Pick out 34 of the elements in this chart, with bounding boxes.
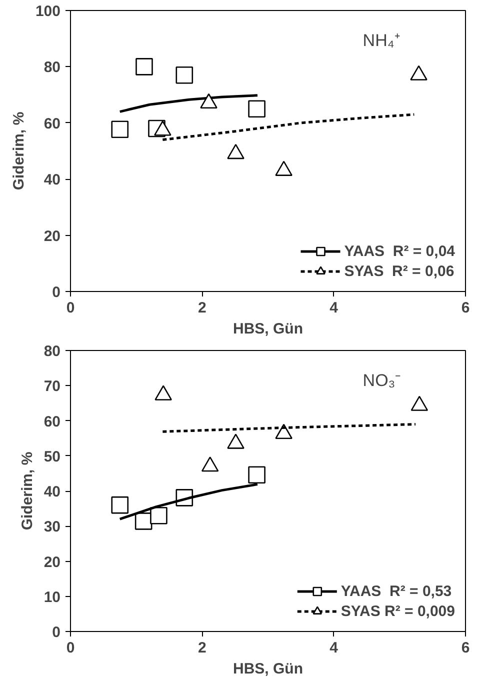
- y-tick-label: 20: [44, 554, 61, 571]
- y-axis-title: Giderim, %: [10, 112, 28, 190]
- y-tick-label: 70: [44, 378, 61, 396]
- x-axis-title: HBS, Gün: [233, 660, 303, 678]
- y-tick-label: 0: [52, 284, 60, 301]
- x-tick-label: 2: [198, 640, 206, 656]
- y-tick-label: 0: [52, 624, 60, 641]
- legend-label: YAAS R² = 0,04: [344, 242, 455, 260]
- y-tick-label: 80: [44, 343, 61, 360]
- x-axis-title: HBS, Gün: [233, 320, 303, 338]
- x-tick-label: 4: [330, 300, 339, 316]
- y-tick-label: 10: [44, 588, 61, 606]
- y-tick-label: 40: [44, 484, 61, 500]
- x-tick-label: 6: [461, 300, 470, 316]
- annotation: NO₃⁻: [362, 370, 402, 390]
- y-tick-label: 40: [44, 172, 61, 189]
- y-tick-label: 100: [35, 3, 61, 20]
- legend-label: SYAS R² = 0,06: [344, 262, 454, 280]
- y-tick-label: 30: [44, 518, 61, 536]
- y-tick-label: 20: [44, 228, 61, 245]
- y-tick-label: 60: [44, 413, 61, 430]
- x-tick-label: 0: [66, 640, 75, 656]
- x-tick-label: 6: [461, 640, 470, 656]
- annotation: NH₄⁺: [362, 30, 400, 50]
- legend-label: YAAS R² = 0,53: [340, 582, 452, 600]
- y-axis-title: Giderim, %: [18, 452, 36, 530]
- y-tick-label: 60: [44, 115, 61, 132]
- y-tick-label: 80: [44, 59, 61, 76]
- x-tick-label: 4: [330, 640, 339, 656]
- legend-label: SYAS R² = 0,009: [340, 602, 455, 620]
- y-tick-label: 50: [44, 448, 61, 466]
- x-tick-label: 2: [198, 300, 206, 316]
- line-series: [118, 94, 259, 113]
- x-tick-label: 0: [66, 300, 75, 316]
